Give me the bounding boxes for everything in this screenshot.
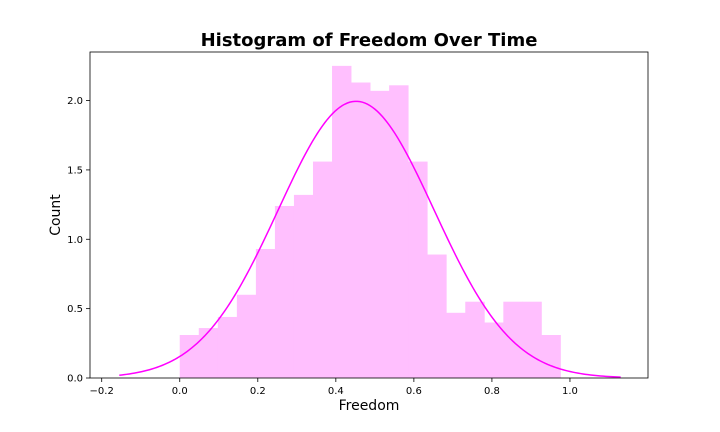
histogram-bar <box>217 316 238 378</box>
histogram-bar <box>446 312 466 378</box>
y-axis-label: Count <box>48 194 64 236</box>
x-tick-label: 0.2 <box>250 386 266 397</box>
histogram-bar <box>332 65 352 378</box>
histogram-bar <box>312 161 333 378</box>
x-tick-label: 1.0 <box>562 386 578 397</box>
histogram-bar <box>351 82 371 378</box>
y-tick-label: 0.5 <box>67 304 83 315</box>
x-tick-label: 0.4 <box>328 386 344 397</box>
y-tick-label: 2.0 <box>67 96 83 107</box>
histogram-bar <box>389 85 409 379</box>
histogram-bar <box>236 294 257 378</box>
histogram-bars <box>179 65 561 379</box>
histogram-bar <box>370 90 390 378</box>
y-tick-label: 0.0 <box>67 374 83 385</box>
y-tick-label: 1.0 <box>67 235 83 246</box>
chart-title: Histogram of Freedom Over Time <box>201 30 538 51</box>
histogram-bar <box>293 194 314 378</box>
y-tick-label: 1.5 <box>67 165 83 176</box>
histogram-bar <box>408 161 428 378</box>
histogram-bar <box>274 205 295 378</box>
y-axis-ticks: 0.0 0.5 1.0 1.5 2.0 <box>67 96 90 385</box>
x-tick-label: 0.0 <box>172 386 188 397</box>
histogram-bar <box>503 301 523 378</box>
histogram-bar <box>465 301 485 378</box>
plot-frame <box>89 51 649 379</box>
x-axis-ticks: −0.2 0.0 0.2 0.4 0.6 0.8 1.0 <box>90 378 578 397</box>
histogram-bar <box>255 248 276 378</box>
histogram-bar <box>522 301 542 378</box>
x-tick-label: 0.6 <box>406 386 422 397</box>
histogram-bar <box>427 254 447 378</box>
x-tick-label: 0.8 <box>484 386 500 397</box>
histogram-bar <box>541 334 561 378</box>
x-tick-label: −0.2 <box>90 386 114 397</box>
histogram-bar <box>198 328 219 378</box>
density-curve <box>119 100 621 378</box>
histogram-bar <box>484 322 504 378</box>
histogram-bar <box>179 334 200 378</box>
x-axis-label: Freedom <box>339 398 400 414</box>
